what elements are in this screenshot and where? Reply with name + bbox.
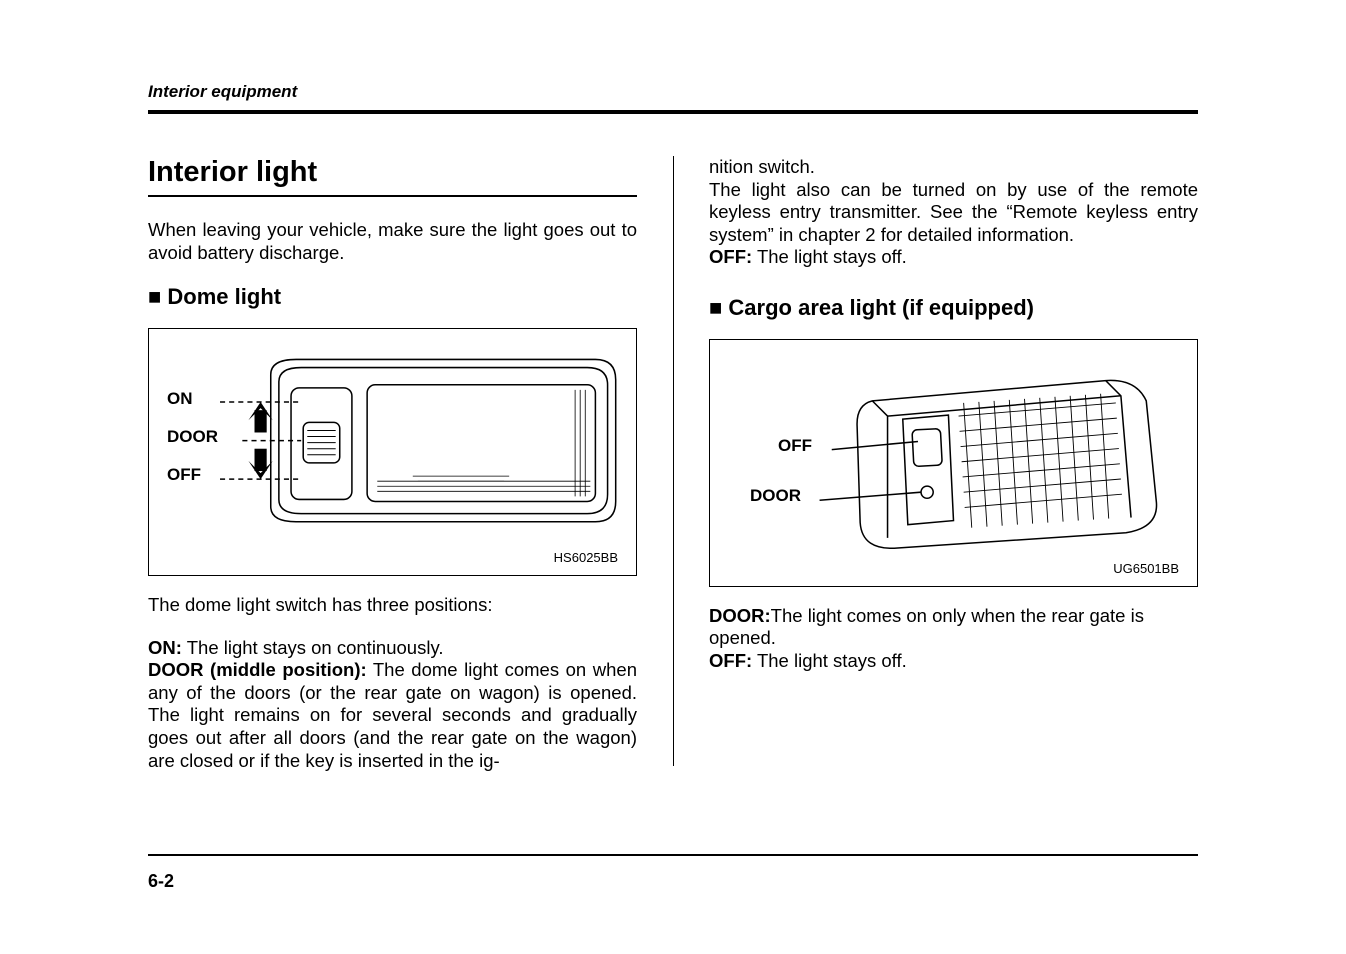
door-label: DOOR (middle position): bbox=[148, 659, 367, 680]
page-number: 6-2 bbox=[148, 871, 174, 892]
subhead-text: Dome light bbox=[167, 284, 281, 309]
door-text-cargo: The light comes on only when the rear ga… bbox=[709, 605, 1144, 649]
definitions-left: ON: The light stays on continuously. DOO… bbox=[148, 637, 637, 772]
cargo-light-subhead: ■ Cargo area light (if equipped) bbox=[709, 295, 1198, 321]
figure-code: HS6025BB bbox=[554, 550, 618, 565]
up-arrow-icon bbox=[248, 402, 272, 432]
bullet-square-icon: ■ bbox=[709, 295, 722, 320]
intro-paragraph: When leaving your vehicle, make sure the… bbox=[148, 219, 637, 264]
column-divider bbox=[673, 156, 674, 766]
footer-rule bbox=[148, 854, 1198, 856]
title-rule bbox=[148, 195, 637, 197]
off2-text: The light stays off. bbox=[752, 650, 907, 671]
off2-label: OFF: bbox=[709, 650, 752, 671]
down-arrow-icon bbox=[248, 449, 272, 479]
two-column-layout: Interior light When leaving your vehicle… bbox=[148, 156, 1198, 772]
header-rule bbox=[148, 110, 1198, 114]
fig-label-door-cargo: DOOR bbox=[750, 486, 801, 506]
off-label: OFF: bbox=[709, 246, 752, 267]
fig-label-off-cargo: OFF bbox=[778, 436, 812, 456]
cont-line-2: The light also can be turned on by use o… bbox=[709, 179, 1198, 247]
off-text: The light stays off. bbox=[752, 246, 907, 267]
running-header: Interior equipment bbox=[148, 82, 1198, 102]
fig-label-on: ON bbox=[167, 389, 193, 409]
definitions-right: DOOR:The light comes on only when the re… bbox=[709, 605, 1198, 673]
dome-light-subhead: ■ Dome light bbox=[148, 284, 637, 310]
on-text: The light stays on continuously. bbox=[182, 637, 444, 658]
dome-light-svg bbox=[149, 329, 636, 581]
figure-code-cargo: UG6501BB bbox=[1113, 561, 1179, 576]
continuation-block: nition switch. The light also can be tur… bbox=[709, 156, 1198, 269]
subhead-text: Cargo area light (if equipped) bbox=[728, 295, 1034, 320]
fig-label-door: DOOR bbox=[167, 427, 218, 447]
cargo-light-svg bbox=[710, 340, 1197, 592]
door-label-cargo: DOOR: bbox=[709, 605, 771, 626]
on-label: ON: bbox=[148, 637, 182, 658]
page: Interior equipment Interior light When l… bbox=[0, 0, 1346, 772]
cargo-light-figure: OFF DOOR UG6501BB bbox=[709, 339, 1198, 587]
fig-label-off: OFF bbox=[167, 465, 201, 485]
dome-light-figure: ON DOOR OFF HS6025BB bbox=[148, 328, 637, 576]
left-column: Interior light When leaving your vehicle… bbox=[148, 156, 673, 772]
right-column: nition switch. The light also can be tur… bbox=[673, 156, 1198, 772]
cont-line-1: nition switch. bbox=[709, 156, 1198, 179]
dome-caption: The dome light switch has three position… bbox=[148, 594, 637, 617]
section-title: Interior light bbox=[148, 156, 637, 189]
bullet-square-icon: ■ bbox=[148, 284, 161, 309]
